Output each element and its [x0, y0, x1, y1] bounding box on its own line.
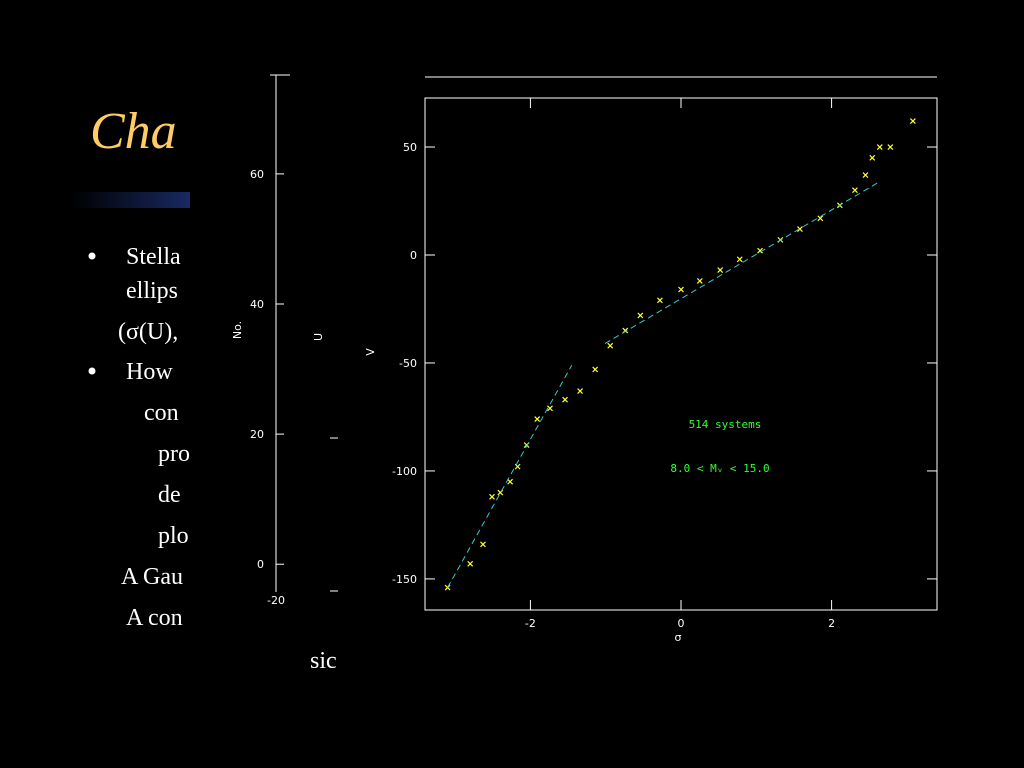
data-point	[696, 277, 703, 284]
data-point	[489, 493, 495, 500]
x-tick-label: 2	[828, 617, 835, 630]
data-point	[444, 584, 451, 591]
x-tick-label: 0	[678, 617, 685, 630]
title-underline	[70, 192, 195, 208]
bullet-text: de	[158, 482, 181, 508]
bullet-text: con	[144, 400, 179, 426]
fit-line	[604, 181, 881, 344]
data-point	[876, 144, 883, 150]
y-axis-label: V	[364, 348, 377, 356]
bullet-text: How	[126, 359, 173, 385]
data-point	[577, 388, 584, 394]
y-tick-label: 60	[250, 168, 264, 181]
data-point	[909, 118, 916, 125]
data-point	[592, 366, 599, 373]
data-point	[547, 405, 553, 412]
image-background	[190, 68, 945, 645]
data-point	[817, 215, 824, 222]
x-tick-label: -20	[267, 594, 285, 607]
y-tick-label: 0	[257, 558, 264, 571]
y-tick-label: -150	[392, 573, 417, 586]
data-point	[534, 416, 541, 423]
bullet	[88, 252, 96, 260]
data-point	[467, 560, 474, 567]
y-tick-label: 0	[410, 249, 417, 262]
x-axis-label: σ	[675, 631, 682, 644]
bullet-text: plo	[158, 523, 189, 549]
y-tick-label: -100	[392, 465, 417, 478]
bullet-text: A Gau	[121, 564, 183, 590]
data-point	[480, 541, 486, 548]
y-axis-label: U	[312, 333, 325, 341]
data-point	[852, 187, 858, 194]
data-point	[797, 226, 803, 233]
annotation: 514 systems	[689, 418, 762, 431]
bullet-text: Stella	[126, 244, 181, 270]
data-point	[562, 396, 568, 403]
data-point	[736, 256, 743, 263]
bullet-text: ellips	[126, 278, 178, 304]
bullet-text: pro	[158, 441, 190, 467]
data-point	[637, 312, 644, 319]
bullet	[88, 367, 96, 375]
annotation: 8.0 < Mᵥ < 15.0	[670, 462, 769, 475]
bullet-text: (σ(U),	[118, 319, 178, 345]
y-axis-label: No.	[231, 321, 244, 339]
bullet-text: sic	[310, 648, 337, 674]
data-point	[607, 342, 614, 349]
data-point	[717, 267, 724, 274]
data-point	[507, 478, 514, 485]
slide-title: Cha	[90, 103, 177, 160]
y-tick-label: 50	[403, 141, 417, 154]
y-tick-label: -50	[399, 357, 417, 370]
bullet-text: A con	[126, 605, 183, 631]
fit-line	[447, 364, 573, 588]
data-point	[656, 297, 663, 304]
data-point	[678, 286, 684, 293]
data-point	[887, 144, 894, 150]
y-tick-label: 20	[250, 428, 264, 441]
data-point	[869, 154, 876, 161]
data-point	[757, 247, 763, 254]
data-point	[862, 172, 869, 179]
x-tick-label: -2	[525, 617, 536, 630]
y-tick-label: 40	[250, 298, 264, 311]
